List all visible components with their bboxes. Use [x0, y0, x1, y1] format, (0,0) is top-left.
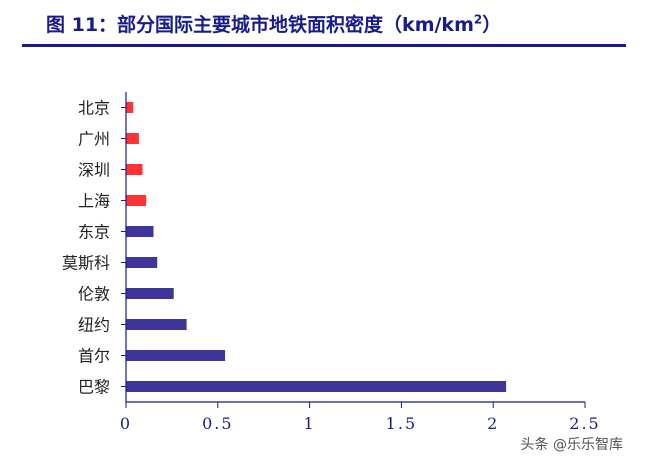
- category-label-10: 巴黎: [78, 378, 110, 397]
- bar-7: [126, 288, 174, 299]
- x-tick-label-1: 0: [120, 414, 132, 433]
- figure-title-superscript: 2: [473, 12, 483, 27]
- bar-3: [126, 164, 143, 175]
- bar-1: [126, 102, 134, 113]
- category-label-6: 莫斯科: [62, 254, 110, 273]
- figure-title: 图 11：部分国际主要城市地铁面积密度（km/km2）: [46, 10, 501, 37]
- bar-6: [126, 257, 158, 268]
- bar-9: [126, 350, 226, 361]
- x-tick-label-6: 2.5: [569, 414, 600, 433]
- figure-title-main: 图 11：部分国际主要城市地铁面积密度（km/km: [46, 14, 474, 36]
- category-label-5: 东京: [78, 223, 110, 242]
- bar-2: [126, 133, 139, 144]
- x-tick-label-5: 2: [487, 414, 499, 433]
- watermark: 头条 @乐乐智库: [517, 434, 626, 454]
- bars-group: [126, 102, 507, 392]
- bar-10: [126, 381, 507, 392]
- x-tick-label-2: 0.5: [202, 414, 233, 433]
- category-label-2: 广州: [78, 130, 110, 149]
- category-label-4: 上海: [78, 192, 110, 211]
- category-label-8: 纽约: [78, 316, 110, 335]
- category-label-1: 北京: [78, 99, 110, 118]
- x-ticks-group: 0 0.5 1 1.5 2 2.5: [120, 402, 600, 433]
- x-tick-label-3: 1: [304, 414, 316, 433]
- x-tick-label-4: 1.5: [386, 414, 417, 433]
- bar-4: [126, 195, 147, 206]
- category-label-9: 首尔: [78, 347, 110, 366]
- category-label-7: 伦敦: [78, 285, 110, 304]
- bar-5: [126, 226, 154, 237]
- title-rule: [22, 44, 626, 47]
- axes-group: [121, 92, 585, 403]
- bar-8: [126, 319, 187, 330]
- figure-title-end: ）: [482, 14, 502, 36]
- category-label-3: 深圳: [78, 161, 110, 180]
